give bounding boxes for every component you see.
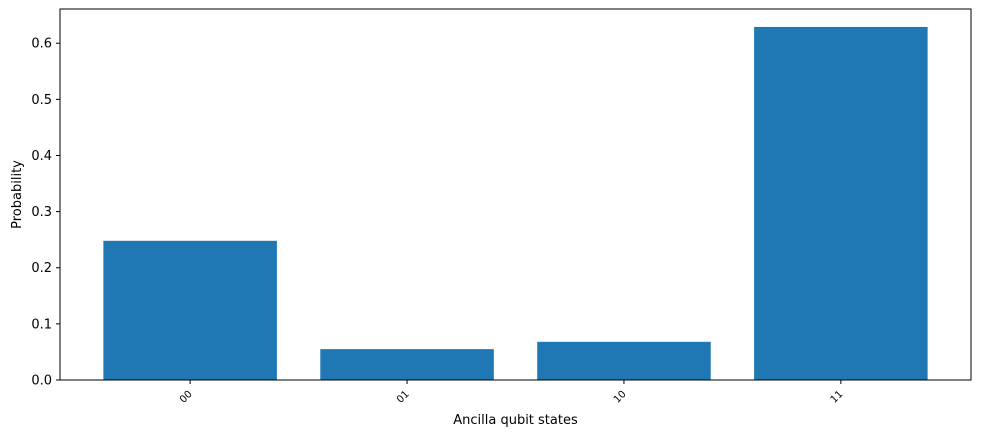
x-axis-ticks: 00 01 10 11 [178,380,846,406]
y-tick-label: 0.0 [31,374,52,389]
bar-01 [320,349,494,380]
bars-group [103,26,928,381]
y-tick-label: 0.4 [31,149,52,164]
x-tick-label: 10 [612,389,629,406]
y-tick-label: 0.6 [31,37,52,52]
y-axis-ticks: 0.0 0.1 0.2 0.3 0.4 0.5 0.6 [31,37,60,389]
bar-10 [537,341,711,380]
y-tick-label: 0.5 [31,93,52,108]
x-tick-label: 01 [395,389,412,406]
x-tick-label: 00 [178,389,195,406]
y-tick-label: 0.1 [31,317,52,332]
y-tick-label: 0.2 [31,261,52,276]
bar-11 [754,26,928,381]
bar-00 [103,240,277,380]
plot-frame [59,8,972,381]
x-tick-label: 11 [829,389,846,406]
y-axis-label: Probability [10,160,25,229]
y-tick-label: 0.3 [31,205,52,220]
x-axis-label: Ancilla qubit states [453,413,578,428]
